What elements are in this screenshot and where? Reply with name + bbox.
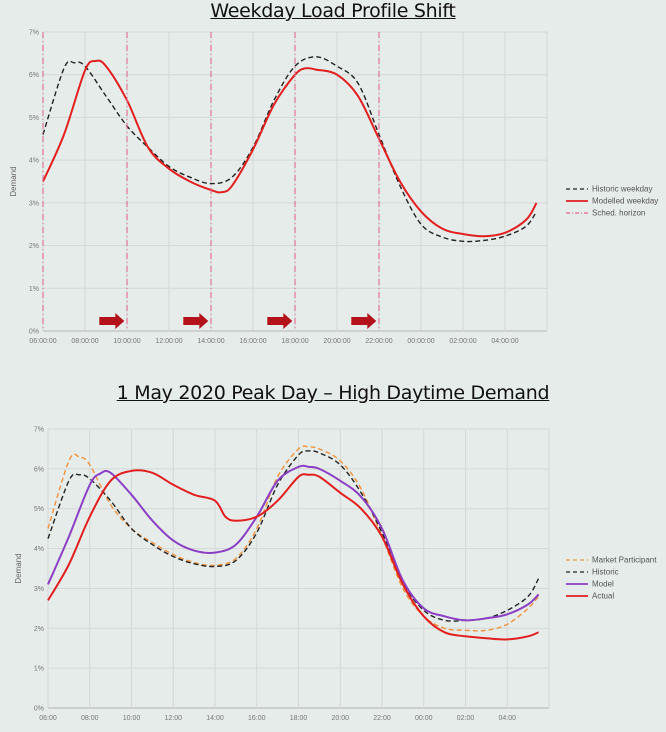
- chart-2-series-historic-legend-label: Historic: [592, 568, 619, 577]
- chart-2-x-tick-label: 16:00: [248, 715, 266, 722]
- chart-2-series-model-legend-label: Model: [592, 580, 614, 589]
- chart-1-x-tick-label: 20:00:00: [323, 338, 350, 345]
- chart-1-x-tick-label: 14:00:00: [197, 338, 224, 345]
- chart-1-y-tick-label: 5%: [29, 115, 39, 122]
- chart-2-x-tick-label: 14:00: [206, 715, 224, 722]
- chart-1-svg: 0% 1% 2% 3% 4% 5% 6% 7% 06:00:00 08:00:00 10:00:00…: [9, 30, 658, 346]
- chart-2-x-tick-label: 20:00: [331, 715, 349, 722]
- chart-1-x-tick-label: 04:00:00: [491, 338, 518, 345]
- chart-1-x-tick-label: 12:00:00: [155, 338, 182, 345]
- chart-1-shift-arrow-icon: [183, 313, 209, 329]
- chart-1-x-tick-label: 00:00:00: [407, 338, 434, 345]
- chart-2-x-tick-label: 18:00: [290, 715, 308, 722]
- chart-2-x-tick-label: 02:00: [457, 715, 475, 722]
- chart-2-x-tick-label: 10:00: [123, 715, 141, 722]
- chart-1-shift-arrow-icon: [351, 313, 377, 329]
- chart-2-x-tick-label: 12:00: [164, 715, 182, 722]
- chart-2-series-model-line: [47, 464, 540, 622]
- chart-1-y-tick-label: 3%: [29, 200, 39, 207]
- chart-2-title: 1 May 2020 Peak Day – High Daytime Deman…: [116, 382, 550, 404]
- chart-1-x-tick-label: 16:00:00: [239, 338, 266, 345]
- chart-2-y-tick-label: 4%: [34, 546, 44, 553]
- chart-1-series-sched-horizon-legend-label: Sched. horizon: [592, 209, 645, 218]
- chart-2-x-tick-label: 06:00: [39, 715, 57, 722]
- chart-2-x-tick-label: 22:00: [373, 715, 391, 722]
- chart-2-series-market-participant-legend-label: Market Participant: [592, 556, 657, 565]
- chart-2-series-actual-legend-label: Actual: [592, 592, 614, 601]
- chart-2-y-tick-label: 0%: [34, 706, 44, 713]
- chart-1-x-tick-label: 02:00:00: [449, 338, 476, 345]
- chart-2-y-tick-label: 7%: [34, 427, 44, 434]
- chart-1-series-historic-weekday-legend-label: Historic weekday: [592, 185, 652, 194]
- chart-2-x-tick-label: 04:00: [498, 715, 516, 722]
- chart-1-x-tick-label: 18:00:00: [281, 338, 308, 345]
- chart-1-title: Weekday Load Profile Shift: [210, 0, 456, 22]
- chart-2-y-tick-label: 5%: [34, 506, 44, 513]
- chart-1-shift-arrow-icon: [99, 313, 125, 329]
- chart-1-x-tick-label: 06:00:00: [29, 338, 56, 345]
- chart-1-shift-arrow-icon: [267, 313, 293, 329]
- chart-1-y-tick-label: 7%: [29, 30, 39, 37]
- chart-1-x-tick-label: 22:00:00: [365, 338, 392, 345]
- chart-2-y-tick-label: 2%: [34, 626, 44, 633]
- chart-1-y-tick-label: 6%: [29, 72, 39, 79]
- chart-1-series-modelled-weekday-line: [42, 59, 538, 238]
- chart-1-x-tick-label: 08:00:00: [71, 338, 98, 345]
- chart-1-y-tick-label: 4%: [29, 158, 39, 165]
- chart-2-x-tick-label: 00:00: [415, 715, 433, 722]
- chart-1-series-modelled-weekday-legend-label: Modelled weekday: [592, 197, 658, 206]
- chart-2-series-market-participant-line: [47, 445, 540, 632]
- chart-2-y-axis-label: Demand: [14, 553, 23, 583]
- chart-2-y-tick-label: 3%: [34, 586, 44, 593]
- chart-2-series-actual-line: [47, 469, 539, 641]
- chart-2-x-tick-label: 08:00: [81, 715, 99, 722]
- chart-1-y-tick-label: 0%: [29, 329, 39, 336]
- chart-1-y-axis-label: Demand: [9, 166, 18, 196]
- chart-2-y-tick-label: 1%: [34, 666, 44, 673]
- chart-1-series-historic-weekday-line: [42, 56, 538, 243]
- chart-2-y-tick-label: 6%: [34, 466, 44, 473]
- chart-1-y-tick-label: 1%: [29, 286, 39, 293]
- chart-1-y-tick-label: 2%: [29, 243, 39, 250]
- chart-1-x-tick-label: 10:00:00: [113, 338, 140, 345]
